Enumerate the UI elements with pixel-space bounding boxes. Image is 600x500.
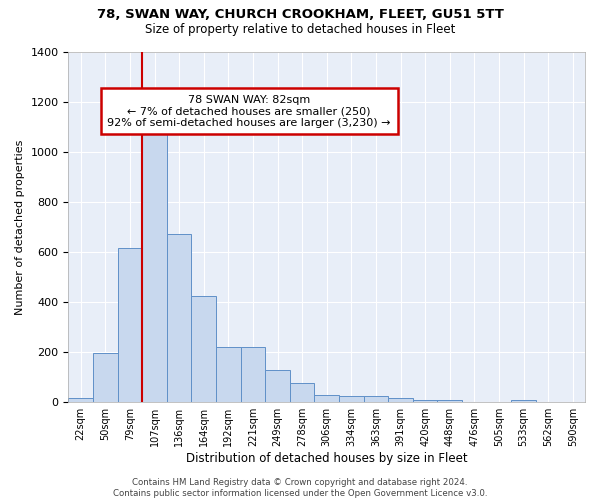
Text: 78 SWAN WAY: 82sqm
← 7% of detached houses are smaller (250)
92% of semi-detache: 78 SWAN WAY: 82sqm ← 7% of detached hous… [107, 94, 391, 128]
X-axis label: Distribution of detached houses by size in Fleet: Distribution of detached houses by size … [186, 452, 467, 465]
Text: Contains HM Land Registry data © Crown copyright and database right 2024.
Contai: Contains HM Land Registry data © Crown c… [113, 478, 487, 498]
Bar [437, 400, 462, 402]
Bar [364, 396, 388, 402]
Bar [191, 296, 216, 402]
Bar [118, 248, 142, 402]
Bar [142, 122, 167, 402]
Bar [216, 347, 241, 402]
Bar [413, 400, 437, 402]
Text: Size of property relative to detached houses in Fleet: Size of property relative to detached ho… [145, 22, 455, 36]
Bar [339, 396, 364, 402]
Bar [167, 234, 191, 402]
Bar [93, 354, 118, 402]
Bar [511, 400, 536, 402]
Bar [314, 394, 339, 402]
Bar [265, 370, 290, 402]
Bar [290, 384, 314, 402]
Bar [68, 398, 93, 402]
Text: 78, SWAN WAY, CHURCH CROOKHAM, FLEET, GU51 5TT: 78, SWAN WAY, CHURCH CROOKHAM, FLEET, GU… [97, 8, 503, 20]
Y-axis label: Number of detached properties: Number of detached properties [15, 139, 25, 314]
Bar [388, 398, 413, 402]
Bar [241, 347, 265, 402]
